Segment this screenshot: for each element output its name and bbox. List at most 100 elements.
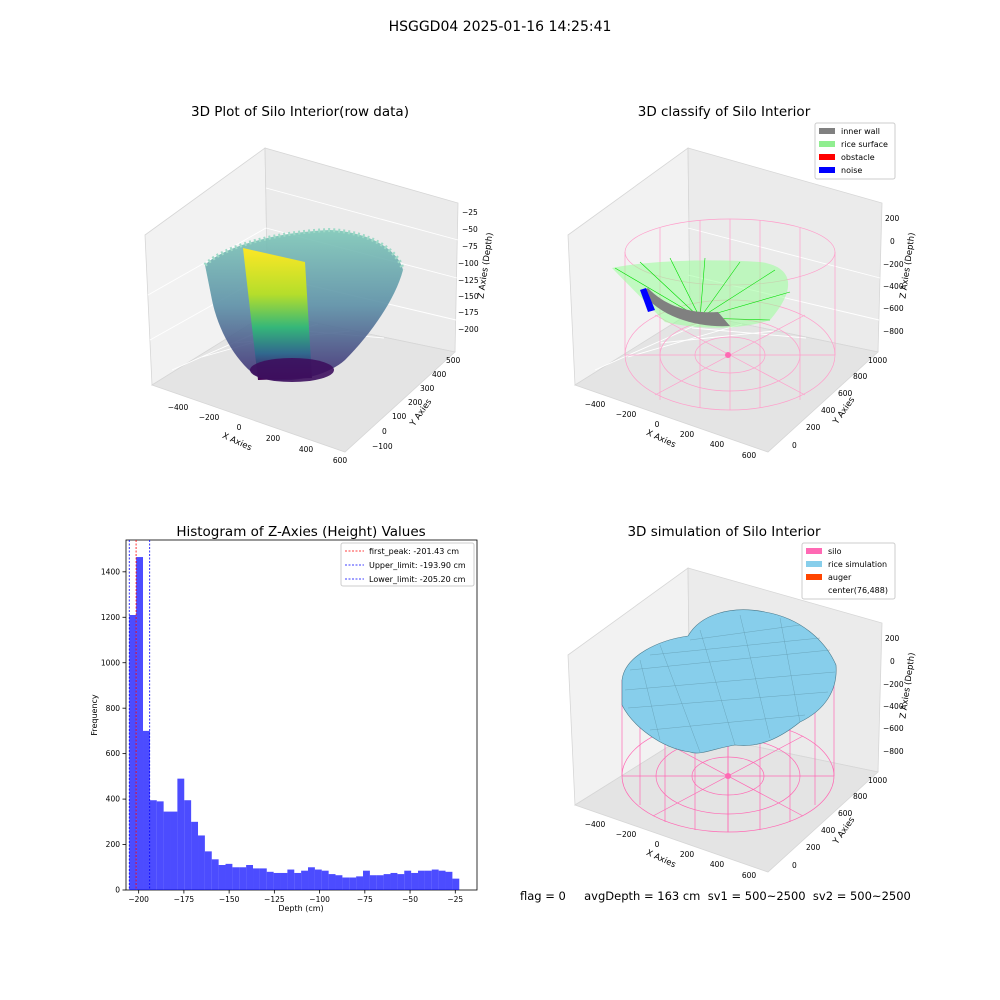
hist-title: Histogram of Z-Axies (Height) Values bbox=[176, 524, 425, 540]
classify-legend-label-noise: noise bbox=[841, 166, 862, 175]
hist-bar bbox=[424, 870, 432, 890]
sim-legend-box bbox=[801, 542, 896, 600]
hist-bar bbox=[328, 874, 336, 890]
hist-bar bbox=[239, 867, 247, 890]
hist-bar bbox=[349, 877, 357, 890]
raw-z-tick-0: −25 bbox=[462, 208, 478, 217]
hist-bar bbox=[184, 800, 192, 890]
classify-y-tick-1: 200 bbox=[806, 423, 821, 432]
classify-y-tick-5: 1000 bbox=[868, 356, 887, 365]
sim-y-tick-0: 0 bbox=[792, 861, 797, 870]
hist-bar bbox=[390, 872, 398, 890]
sim-floor-pane bbox=[574, 732, 879, 873]
hist-legend-label-upper-limit: Upper_limit: -193.90 cm bbox=[369, 561, 466, 570]
hist-bar bbox=[211, 859, 219, 890]
classify-y-tick-4: 800 bbox=[853, 372, 868, 381]
raw-x-tick-2: 0 bbox=[237, 423, 242, 432]
hist-x-tick-label: −200 bbox=[128, 895, 149, 904]
classify-x-label: X Axies bbox=[645, 428, 678, 451]
classify-x-tick-4: 400 bbox=[710, 440, 725, 449]
raw-y-tick-6: 500 bbox=[446, 356, 461, 365]
sim-z-tick-1: 0 bbox=[890, 657, 895, 666]
raw-x-tick-1: −200 bbox=[199, 413, 220, 422]
sim-x-label: X Axies bbox=[645, 848, 678, 871]
figure-title: HSGGD04 2025-01-16 14:25:41 bbox=[389, 19, 612, 35]
hist-bar bbox=[218, 865, 226, 890]
hist-bar bbox=[253, 868, 260, 890]
hist-bar bbox=[232, 867, 240, 890]
classify-z-tick-1: 0 bbox=[890, 237, 895, 246]
hist-bar bbox=[129, 615, 137, 890]
hist-bar bbox=[314, 869, 322, 890]
hist-bar bbox=[259, 868, 267, 890]
sim-legend-swatch-auger bbox=[806, 574, 822, 580]
classify-z-tick-0: 200 bbox=[885, 214, 900, 223]
hist-bar bbox=[404, 870, 412, 890]
hist-bar bbox=[198, 835, 205, 890]
raw-z-label: Z Axies (Depth) bbox=[476, 232, 495, 299]
hist-x-label: Depth (cm) bbox=[278, 904, 323, 913]
raw-y-tick-4: 300 bbox=[420, 384, 435, 393]
hist-bar bbox=[376, 875, 384, 890]
hist-bar bbox=[287, 869, 295, 890]
classify-z-tick-4: −600 bbox=[883, 304, 904, 313]
sim-x-tick-3: 200 bbox=[680, 850, 695, 859]
sim-x-tick-5: 600 bbox=[742, 871, 757, 880]
raw-z-tick-1: −50 bbox=[462, 225, 478, 234]
raw-y-tick-2: 100 bbox=[392, 412, 407, 421]
classify-x-tick-2: 0 bbox=[655, 420, 660, 429]
hist-bar bbox=[266, 871, 274, 890]
sim-z-tick-5: −800 bbox=[883, 747, 904, 756]
raw-bowl-dots bbox=[203, 227, 405, 271]
classify-x-tick-0: −400 bbox=[585, 400, 606, 409]
hist-bars bbox=[129, 557, 460, 890]
classify-y-tick-2: 400 bbox=[821, 406, 836, 415]
classify-y-tick-3: 600 bbox=[838, 389, 853, 398]
hist-bar bbox=[445, 871, 453, 890]
sim-z-tick-2: −200 bbox=[883, 680, 904, 689]
hist-bar bbox=[163, 811, 171, 890]
sim-surface-mesh bbox=[624, 614, 836, 753]
hist-bar bbox=[383, 874, 391, 890]
hist-bar bbox=[321, 870, 329, 890]
hist-x-tick-label: −150 bbox=[219, 895, 240, 904]
hist-x-ticks: −200 −175 −150 −125 −100 −75 −50 −25 bbox=[128, 890, 463, 904]
classify-z-tick-2: −200 bbox=[883, 260, 904, 269]
raw-y-tick-5: 400 bbox=[432, 370, 447, 379]
hist-bar bbox=[431, 869, 439, 890]
hist-y-tick-label: 600 bbox=[106, 749, 121, 758]
raw-z-tick-5: −150 bbox=[458, 292, 479, 301]
hist-y-ticks: 0 200 400 600 800 1000 1200 1400 bbox=[101, 567, 126, 895]
raw-y-tick-3: 200 bbox=[408, 398, 423, 407]
raw-x-tick-0: −400 bbox=[168, 403, 189, 412]
classify-y-tick-0: 0 bbox=[792, 441, 797, 450]
hist-bar bbox=[301, 870, 309, 890]
sim-z-tick-3: −400 bbox=[883, 702, 904, 711]
classify-legend-swatch-rice-surface bbox=[819, 141, 835, 147]
hist-y-label: Frequency bbox=[90, 694, 99, 736]
sim-legend-label-center: center(76,488) bbox=[828, 586, 888, 595]
sim-y-tick-2: 400 bbox=[821, 826, 836, 835]
hist-bar bbox=[356, 876, 364, 890]
hist-y-tick-label: 1000 bbox=[101, 658, 120, 667]
sim-y-tick-5: 1000 bbox=[868, 776, 887, 785]
sim-legend-label-rice-simulation: rice simulation bbox=[828, 560, 887, 569]
sim-z-tick-0: 200 bbox=[885, 634, 900, 643]
classify-legend-label-obstacle: obstacle bbox=[841, 153, 875, 162]
hist-bar bbox=[369, 875, 377, 890]
status-footer: flag = 0 avgDepth = 163 cm sv1 = 500~250… bbox=[520, 889, 911, 903]
raw-z-tick-3: −100 bbox=[458, 259, 479, 268]
hist-y-tick-label: 1200 bbox=[101, 613, 120, 622]
hist-y-tick-label: 400 bbox=[106, 795, 121, 804]
hist-y-tick-label: 800 bbox=[106, 704, 121, 713]
sim-y-tick-1: 200 bbox=[806, 843, 821, 852]
raw-y-tick-0: −100 bbox=[372, 442, 393, 451]
hist-bar bbox=[438, 870, 446, 890]
hist-legend-label-lower-limit: Lower_limit: -205.20 cm bbox=[369, 575, 466, 584]
hist-bar bbox=[204, 851, 212, 890]
hist-x-tick-label: −175 bbox=[174, 895, 195, 904]
hist-y-tick-label: 200 bbox=[106, 840, 121, 849]
panel-classify-3d: 3D classify of Silo Interior bbox=[567, 104, 918, 460]
hist-bar bbox=[452, 878, 460, 890]
sim-z-tick-4: −600 bbox=[883, 724, 904, 733]
